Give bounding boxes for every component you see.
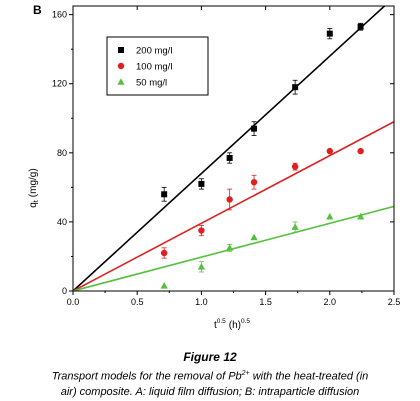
fit-line-0: [73, 6, 386, 291]
legend-label-1: 100 mg/l: [136, 62, 172, 73]
figure-caption: Transport models for the removal of Pb2+…: [0, 366, 420, 400]
data-point-0: [326, 30, 333, 37]
fit-line-2: [73, 205, 394, 291]
y-tick-label: 120: [52, 79, 67, 89]
legend-marker-2: [117, 78, 125, 85]
x-axis-label-unit-superscript: 0.5: [241, 318, 250, 325]
fit-line-1: [73, 121, 394, 291]
y-tick-label: 0: [62, 286, 67, 296]
data-point-0: [357, 23, 364, 30]
data-point-1: [250, 178, 258, 186]
data-point-0: [226, 155, 233, 161]
legend-label-0: 200 mg/l: [136, 46, 172, 57]
y-tick-label: 80: [57, 148, 67, 158]
x-tick-label: 1.5: [259, 297, 272, 307]
legend-marker-0: [118, 47, 124, 53]
caption-line2-text: air) composite. A: liquid film diffusion…: [60, 385, 360, 398]
caption-line1-text: Transport models for the removal of Pb: [51, 370, 242, 383]
data-point-2: [250, 233, 258, 241]
y-axis-label-unit: (mg/g): [28, 168, 39, 197]
data-point-1: [357, 147, 364, 155]
y-tick-label: 40: [57, 217, 67, 227]
data-point-1: [226, 196, 233, 203]
data-point-0: [198, 180, 205, 187]
panel-letter: B: [33, 3, 42, 17]
x-tick-label: 2.0: [324, 297, 337, 307]
x-tick-label: 0.5: [131, 297, 144, 307]
data-point-1: [291, 163, 299, 170]
y-axis-label-subscript: t: [33, 200, 40, 202]
x-tick-label: 0.0: [67, 297, 80, 307]
x-tick-label: 1.0: [195, 297, 208, 307]
x-axis-label: t0.5 (h)0.5: [214, 318, 250, 331]
data-point-0: [292, 84, 299, 91]
data-point-2: [197, 263, 205, 270]
caption-line1-rest: with the heat-treated (in: [249, 370, 369, 383]
data-point-2: [160, 282, 168, 289]
caption-superscript: 2+: [241, 370, 250, 377]
y-axis-label-symbol: q: [28, 202, 39, 208]
data-point-1: [160, 249, 168, 257]
x-axis-label-unit: (h): [229, 320, 241, 331]
data-point-0: [161, 191, 168, 198]
data-point-2: [291, 223, 299, 230]
y-axis-label: qt (mg/g): [28, 168, 40, 207]
data-point-2: [357, 212, 365, 220]
data-point-2: [226, 244, 234, 251]
data-point-1: [326, 147, 333, 155]
x-axis-label-symbol: t: [214, 320, 217, 331]
x-axis-label-superscript: 0.5: [217, 318, 226, 325]
legend: 200 mg/l 100 mg/l 50 mg/l: [106, 36, 209, 96]
x-tick-label: 2.5: [388, 297, 401, 307]
figure-label: Figure 12: [183, 350, 237, 364]
legend-marker-1: [117, 62, 125, 70]
data-point-1: [198, 227, 205, 234]
data-point-2: [326, 212, 334, 220]
legend-box: [106, 36, 209, 96]
y-tick-label: 160: [52, 10, 67, 20]
legend-label-2: 50 mg/l: [136, 78, 167, 89]
data-point-0: [251, 125, 258, 132]
